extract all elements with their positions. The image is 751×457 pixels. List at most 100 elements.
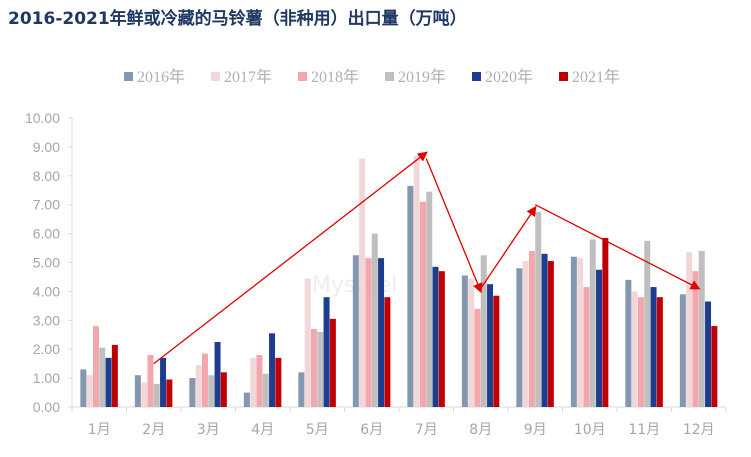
bar [583, 287, 590, 407]
bar [201, 353, 208, 407]
legend-swatch [559, 72, 568, 81]
bar [153, 383, 160, 407]
bar [111, 344, 118, 407]
bar [317, 331, 324, 407]
bar [329, 318, 336, 407]
y-tick-label: 4.00 [33, 283, 60, 299]
x-tick-label: 12月 [683, 422, 715, 438]
y-tick-label: 9.00 [33, 139, 60, 155]
y-tick-label: 5.00 [33, 255, 60, 271]
legend-swatch [211, 72, 220, 81]
bar [256, 354, 263, 407]
bar [166, 379, 173, 407]
bar [480, 255, 487, 407]
bar [99, 347, 106, 407]
bar [528, 250, 535, 407]
bar [438, 271, 445, 407]
x-tick-label: 7月 [415, 422, 438, 438]
legend-swatch [124, 72, 133, 81]
bar [147, 354, 154, 407]
x-tick-label: 11月 [628, 422, 660, 438]
bar [86, 375, 93, 407]
bar [262, 373, 269, 407]
bar [516, 268, 523, 407]
bar [80, 369, 87, 407]
bar [656, 297, 663, 407]
legend-label: 2021年 [572, 68, 620, 86]
bar [474, 308, 481, 407]
bar [522, 261, 529, 407]
bar [644, 240, 651, 407]
bar [637, 297, 644, 407]
legend-label: 2016年 [137, 68, 185, 86]
bar [602, 237, 609, 407]
bar [378, 258, 385, 407]
bar [141, 382, 148, 407]
bar [589, 239, 596, 407]
x-tick-label: 3月 [197, 422, 220, 438]
bar [92, 326, 99, 407]
bar [407, 185, 414, 407]
bar [365, 258, 372, 407]
bar [352, 255, 359, 407]
bar [134, 375, 141, 407]
bar [625, 279, 632, 407]
bar [275, 357, 282, 407]
bar [384, 297, 391, 407]
bar [310, 328, 317, 407]
x-tick-label: 5月 [306, 422, 329, 438]
x-tick-label: 1月 [88, 422, 111, 438]
bar [493, 295, 500, 407]
bar [631, 291, 638, 407]
bar [432, 266, 439, 407]
trend-arrow [425, 158, 483, 294]
bar [679, 294, 686, 407]
bar [298, 372, 305, 407]
y-tick-label: 2.00 [33, 341, 60, 357]
bar [160, 357, 167, 407]
bar [535, 211, 542, 407]
bar [419, 201, 426, 407]
bar [269, 333, 276, 407]
x-tick-label: 9月 [524, 422, 547, 438]
legend-swatch [298, 72, 307, 81]
chart-title: 2016-2021年鲜或冷藏的马铃薯（非种用）出口量（万吨） [8, 9, 467, 29]
trend-arrow [153, 151, 428, 365]
bar [413, 155, 420, 407]
bar [686, 252, 693, 407]
bar [596, 269, 603, 407]
y-tick-label: 10.00 [25, 110, 60, 126]
y-tick-label: 3.00 [33, 312, 60, 328]
bar [705, 301, 712, 407]
bar [214, 341, 221, 407]
x-tick-label: 4月 [251, 422, 274, 438]
legend-label: 2020年 [485, 68, 533, 86]
bar [577, 258, 584, 407]
legend-label: 2019年 [398, 68, 446, 86]
bar [189, 378, 196, 407]
bar [304, 278, 311, 407]
bar [487, 284, 494, 407]
bar [195, 365, 202, 407]
y-tick-label: 7.00 [33, 197, 60, 213]
x-tick-label: 8月 [469, 422, 492, 438]
bar [243, 392, 250, 407]
trend-arrow [534, 204, 701, 290]
bar [426, 191, 433, 407]
bar [105, 357, 112, 407]
bar [650, 287, 657, 407]
bar [711, 326, 718, 407]
bar [359, 158, 366, 407]
legend-swatch [385, 72, 394, 81]
bar [541, 253, 548, 407]
y-tick-label: 8.00 [33, 168, 60, 184]
trend-arrow [480, 205, 537, 289]
legend-swatch [472, 72, 481, 81]
x-tick-label: 6月 [360, 422, 383, 438]
bar [692, 271, 699, 407]
y-tick-label: 6.00 [33, 226, 60, 242]
bar [250, 357, 257, 407]
bar [208, 375, 215, 407]
bar [323, 297, 330, 407]
